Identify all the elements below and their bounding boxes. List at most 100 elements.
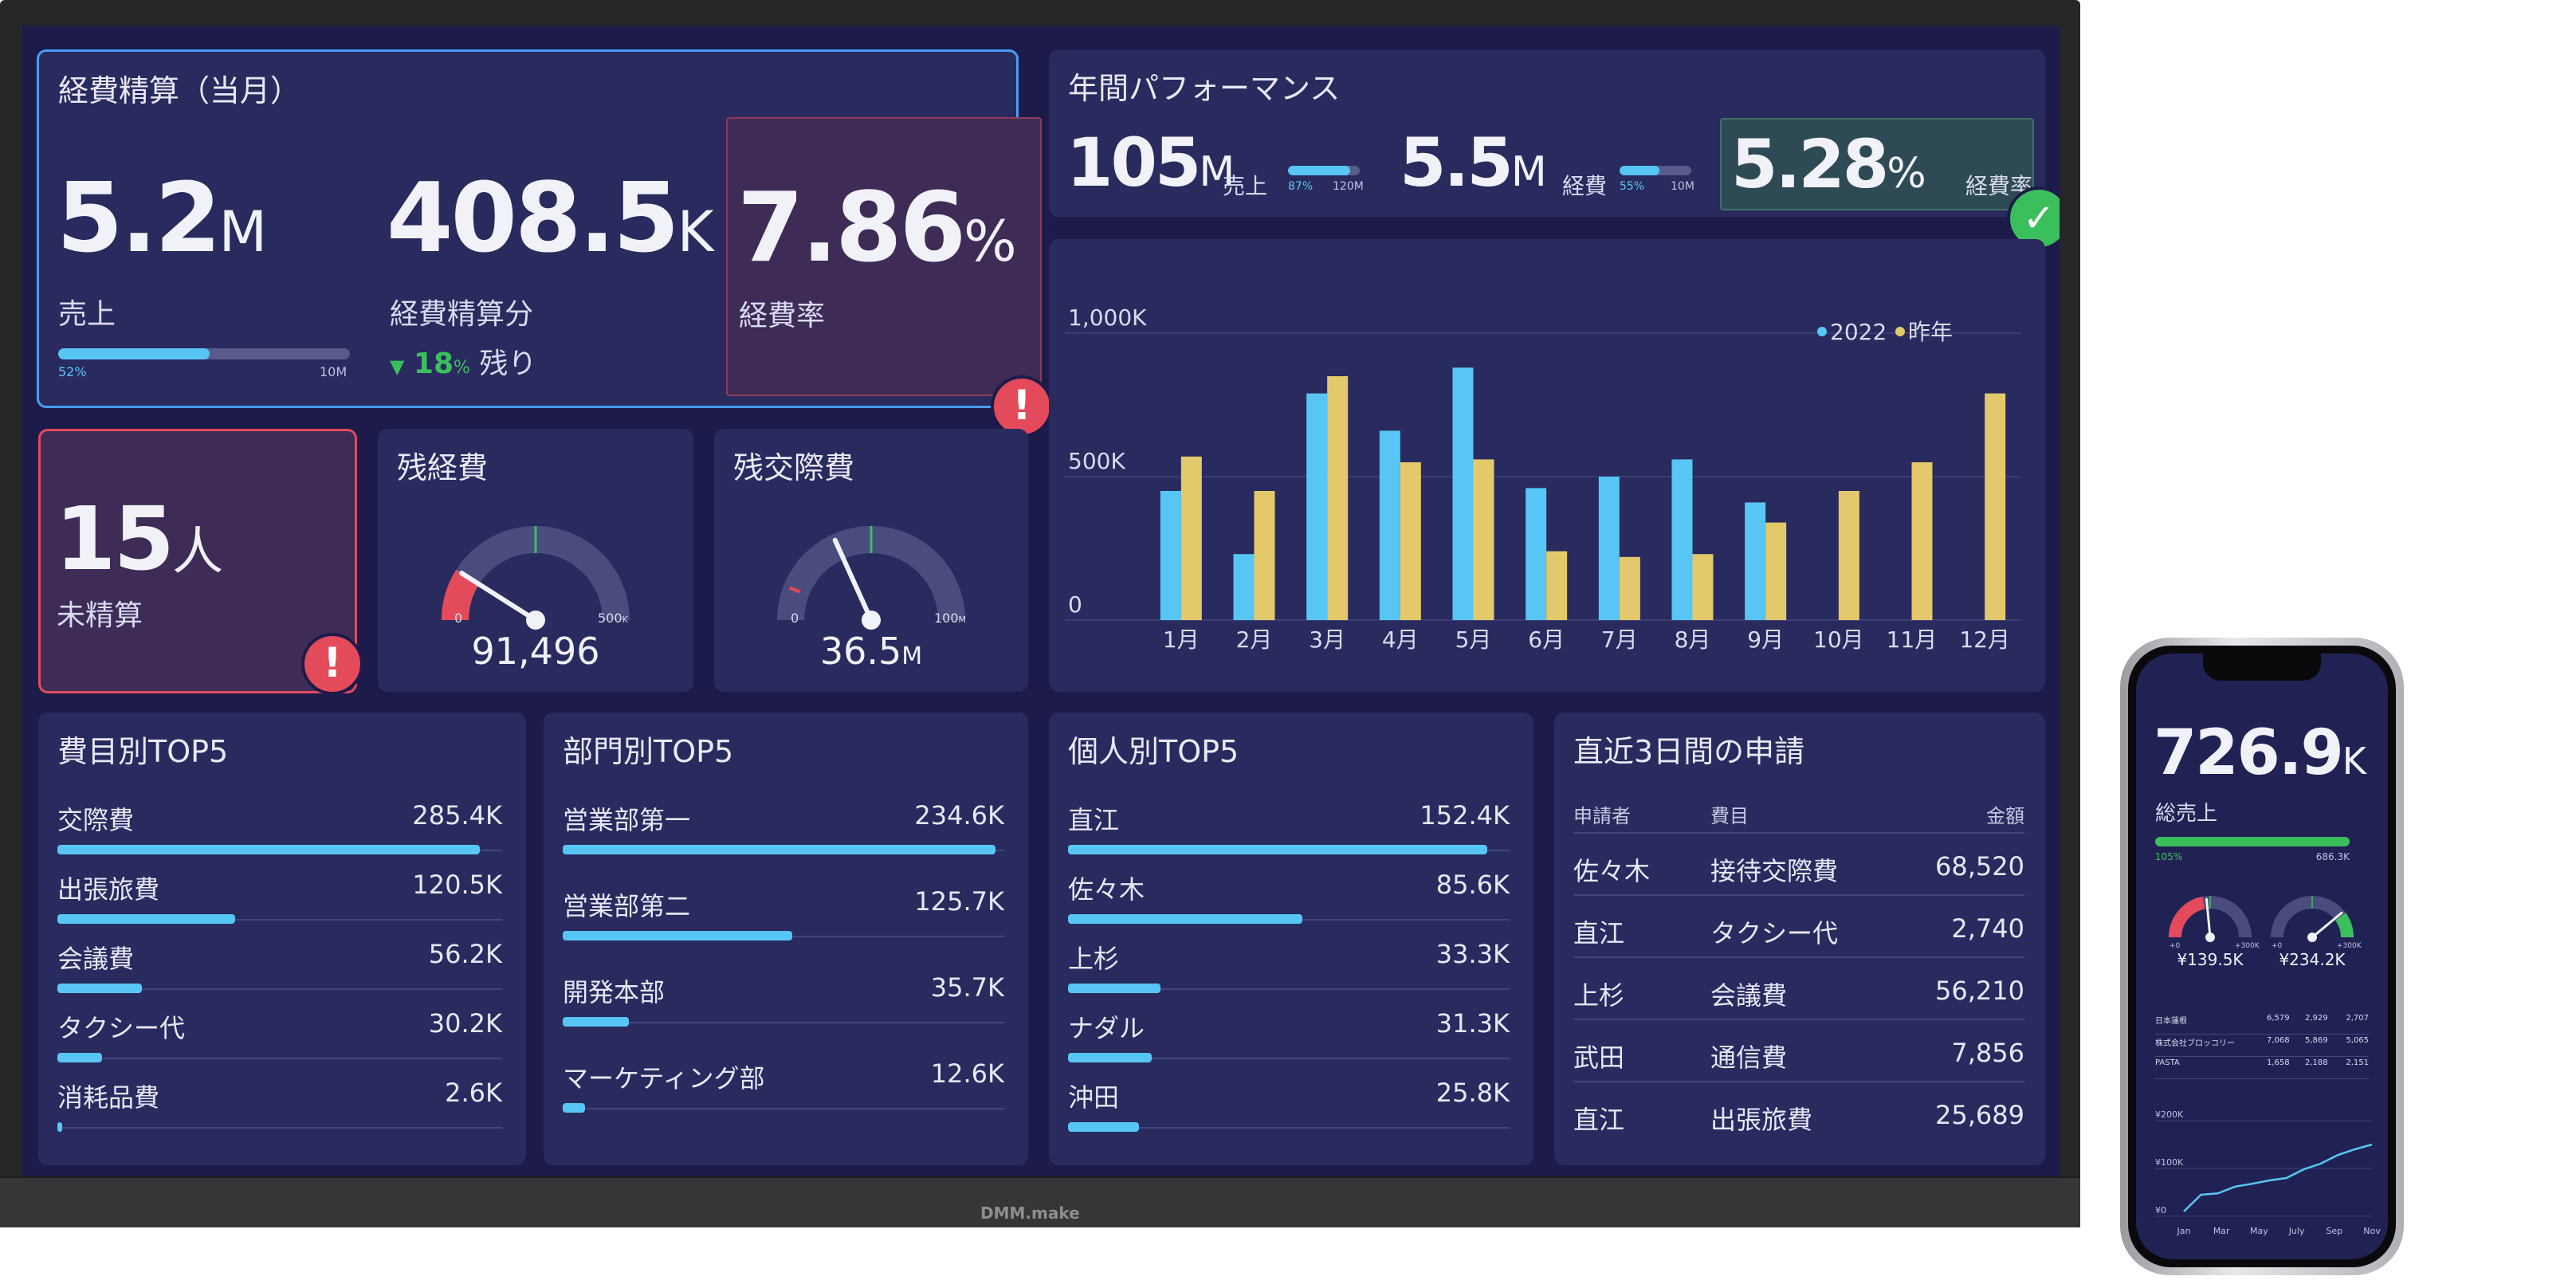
- top-list-item[interactable]: マーケティング部 12.6K: [563, 1058, 1004, 1122]
- phone-x-label: Nov: [2363, 1226, 2381, 1236]
- item-bar: [563, 845, 995, 854]
- bar-昨年[interactable]: [1619, 556, 1640, 620]
- top-list-item[interactable]: 佐々木 85.6K: [1068, 870, 1510, 933]
- annual-performance-card[interactable]: 年間パフォーマンス 105M 売上 87% 120M 5.5M 経費 55% 1…: [1049, 49, 2060, 250]
- top-list-item[interactable]: 営業部第二 125.7K: [563, 886, 1004, 950]
- smartphone: 726.9K 総売上 105% 686.3K +0 +300K +0 +300K…: [2120, 638, 2404, 1275]
- bar-2022[interactable]: [1598, 477, 1620, 620]
- unsettled-alert-icon[interactable]: !: [301, 633, 363, 695]
- top-list-item[interactable]: 消耗品費 2.6K: [57, 1078, 502, 1141]
- annual-rate-box[interactable]: 5.28% 経費率: [1720, 118, 2034, 210]
- top-list-item[interactable]: 出張旅費 120.5K: [57, 870, 502, 933]
- monthly-alert-icon[interactable]: !: [991, 375, 1053, 438]
- item-value: 2.6K: [445, 1078, 502, 1108]
- bar-昨年[interactable]: [1546, 551, 1568, 620]
- bar-2022[interactable]: [1452, 367, 1474, 620]
- bar-昨年[interactable]: [1327, 376, 1349, 620]
- bar-昨年[interactable]: [1692, 554, 1714, 620]
- item-track: [1068, 1058, 1510, 1059]
- item-name: タクシー代: [57, 1013, 186, 1043]
- phone-gauge-1: [2169, 896, 2252, 942]
- item-name: 営業部第二: [563, 891, 691, 921]
- table-row[interactable]: 直江 タクシー代 2,740: [1573, 894, 2024, 956]
- bar-2022[interactable]: [1379, 430, 1400, 620]
- bar-昨年[interactable]: [1473, 459, 1494, 620]
- bar-2022[interactable]: [1671, 459, 1693, 620]
- top-list-item[interactable]: 営業部第一 234.6K: [563, 800, 1004, 864]
- monthly-title: 経費精算（当月）: [58, 73, 301, 108]
- phone-gauge-2: [2271, 896, 2354, 942]
- phone-cell-name: 株式会社ブロッコリー: [2155, 1039, 2235, 1048]
- x-tick-label: 8月: [1675, 626, 1711, 653]
- item-bar: [1068, 984, 1161, 993]
- bar-昨年[interactable]: [1254, 491, 1275, 620]
- annual-expense-label: 経費: [1562, 173, 1608, 199]
- annual-sales-progress-min: 87%: [1288, 180, 1314, 193]
- item-name: 営業部第一: [563, 805, 691, 835]
- phone-cell-name: 日本蓮根: [2155, 1017, 2187, 1026]
- annual-sales-progress-max: 120M: [1333, 180, 1364, 193]
- table-row[interactable]: 佐々木 接待交際費 68,520: [1573, 832, 2024, 894]
- top-list-item[interactable]: 沖田 25.8K: [1068, 1078, 1510, 1141]
- gauge-needle: [2205, 897, 2212, 939]
- phone-progress-min: 105%: [2155, 851, 2183, 862]
- table-row[interactable]: 上杉 会議費 56,210: [1573, 956, 2024, 1019]
- phone-table-row[interactable]: 日本蓮根 6,579 2,929 2,707: [2155, 1014, 2369, 1035]
- top-list-item[interactable]: 直江 152.4K: [1068, 800, 1510, 864]
- gauge-hub: [862, 611, 881, 630]
- annual-sales-value: 105M: [1066, 124, 1235, 202]
- cell-applicant: 直江: [1573, 918, 1625, 948]
- bar-昨年[interactable]: [1765, 522, 1787, 620]
- top-dept-card: 部門別TOP5 営業部第一 234.6K 営業部第二 125.7K 開発本部 35.7K マ…: [544, 713, 1028, 1165]
- item-value: 85.6K: [1435, 870, 1510, 900]
- item-name: 消耗品費: [57, 1082, 160, 1113]
- bar-昨年[interactable]: [1838, 491, 1859, 620]
- item-name: 佐々木: [1068, 874, 1145, 905]
- legend-label: 昨年: [1908, 319, 1953, 345]
- phone-y-label: ¥0: [2155, 1205, 2166, 1215]
- phone-cell-b: 2,188: [2305, 1058, 2328, 1067]
- item-bar: [1068, 845, 1488, 854]
- bar-2022[interactable]: [1233, 554, 1255, 620]
- top-list-item[interactable]: 上杉 33.3K: [1068, 939, 1510, 1003]
- table-row[interactable]: 武田 通信費 7,856: [1573, 1019, 2024, 1081]
- cell-applicant: 武田: [1573, 1043, 1625, 1073]
- monthly-rate-value: 7.86%: [737, 173, 1017, 284]
- monthly-rate-label: 経費率: [739, 300, 826, 332]
- item-track: [57, 988, 502, 990]
- phone-table-row[interactable]: PASTA 1,658 2,188 2,151: [2155, 1058, 2369, 1079]
- phone-table-row[interactable]: 株式会社ブロッコリー 7,068 5,869 5,065: [2155, 1036, 2369, 1057]
- table-row[interactable]: 直江 出張旅費 25,689: [1573, 1081, 2024, 1143]
- bar-昨年[interactable]: [1180, 456, 1202, 620]
- legend-dot: [1895, 327, 1905, 336]
- top-list-item[interactable]: ナダル 31.3K: [1068, 1008, 1510, 1072]
- monthly-rate-box[interactable]: 7.86% 経費率: [726, 117, 1042, 396]
- bar-2022[interactable]: [1306, 393, 1328, 620]
- bar-2022[interactable]: [1160, 491, 1181, 620]
- top-list-item[interactable]: 交際費 285.4K: [57, 800, 502, 864]
- item-name: ナダル: [1068, 1013, 1145, 1043]
- item-value: 56.2K: [428, 939, 502, 969]
- cell-item: 通信費: [1710, 1043, 1788, 1073]
- phone-y-label: ¥100K: [2155, 1157, 2184, 1168]
- top-list-item[interactable]: 会議費 56.2K: [57, 939, 502, 1003]
- bar-昨年[interactable]: [1400, 462, 1421, 620]
- bar-2022[interactable]: [1526, 488, 1547, 620]
- remaining-expense-gauge: [442, 526, 630, 630]
- annual-bar-chart-card: 0 500K 1,000K 1月 2月 3月 4月 5月 6月 7月 8月 9月 10月 11月 12月 20…: [1049, 239, 2045, 692]
- remaining-expense-gauge-card: 残経費 0 500K 91,496: [378, 429, 693, 692]
- top-list-item[interactable]: 開発本部 35.7K: [563, 972, 1004, 1036]
- annual-sales-progress: [1288, 166, 1360, 175]
- annual-rate-value: 5.28%: [1731, 125, 1926, 203]
- monthly-sales-progress-min: 52%: [58, 364, 87, 379]
- bar-昨年[interactable]: [1985, 393, 2006, 620]
- phone-y-label: ¥200K: [2155, 1109, 2184, 1120]
- phone-x-label: Sep: [2326, 1226, 2342, 1236]
- bar-昨年[interactable]: [1911, 462, 1933, 620]
- phone-line-chart: ¥200K ¥100K ¥0 Jan Mar May July Sep Nov: [2155, 1109, 2381, 1236]
- bar-2022[interactable]: [1745, 502, 1766, 620]
- monthly-expense-card[interactable]: 経費精算（当月） 5.2M 売上 52% 10M 408.5K 経費精算分 ▼ …: [37, 49, 1053, 438]
- top-list-item[interactable]: タクシー代 30.2K: [57, 1008, 502, 1072]
- item-name: マーケティング部: [563, 1063, 765, 1094]
- phone-progress: [2155, 837, 2350, 846]
